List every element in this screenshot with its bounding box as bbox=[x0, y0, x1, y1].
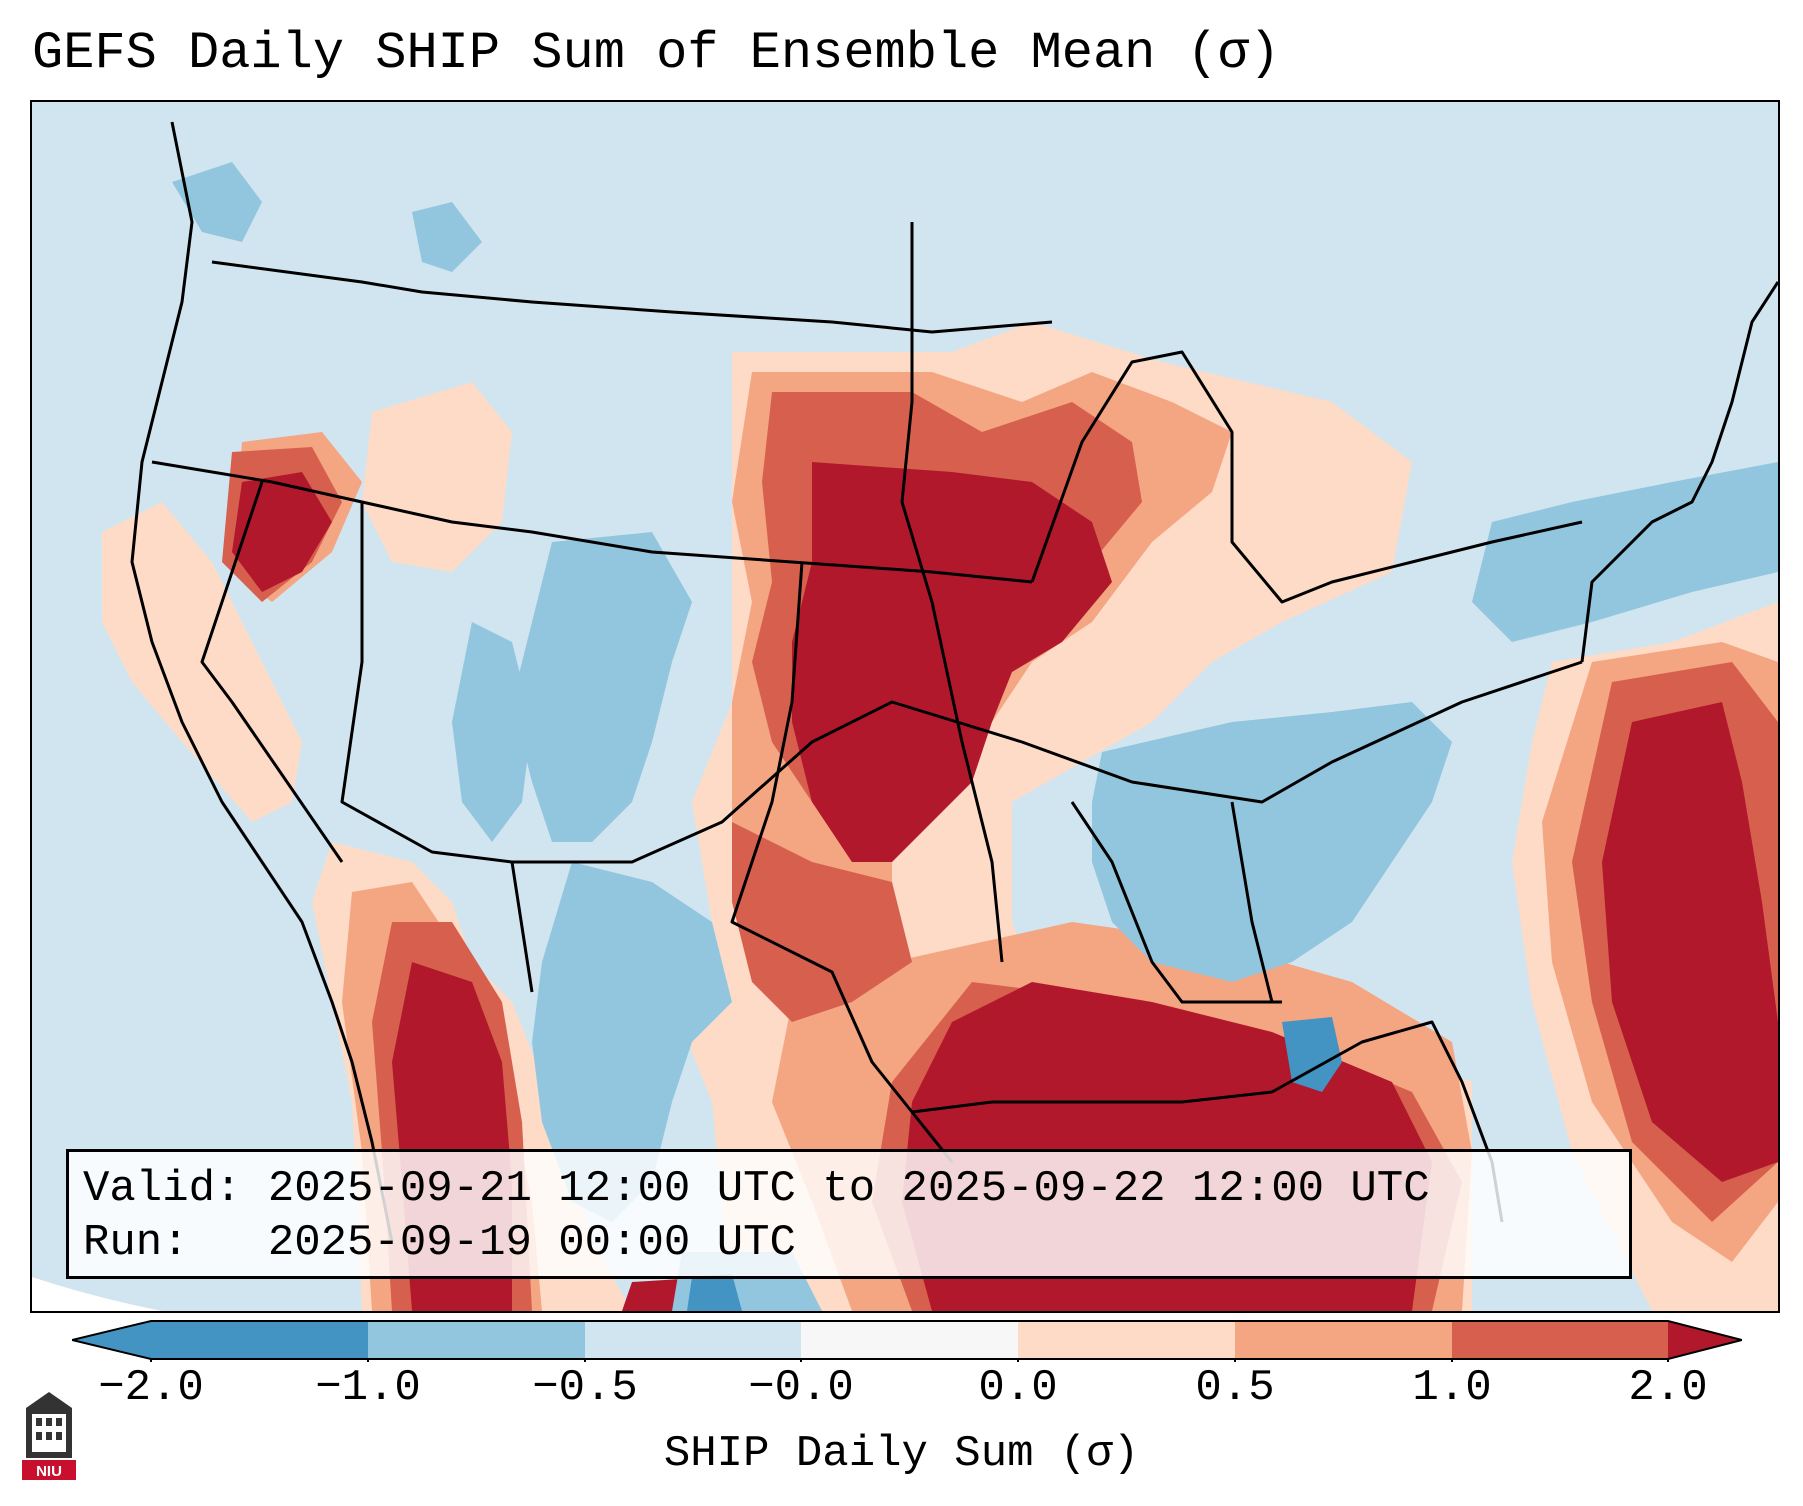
alabama-line bbox=[1230, 801, 1274, 1003]
colorbar-tick-label: −2.0 bbox=[98, 1363, 204, 1413]
map-title: GEFS Daily SHIP Sum of Ensemble Mean (σ) bbox=[32, 24, 1281, 83]
southeast-state-line bbox=[1070, 801, 1282, 1004]
valid-time-line: Valid: 2025-09-21 12:00 UTC to 2025-09-2… bbox=[83, 1164, 1430, 1214]
texas-line bbox=[730, 561, 954, 1163]
colorbar-segment bbox=[1452, 1321, 1668, 1359]
projection-edge-left bbox=[32, 1277, 162, 1311]
logo-text: NIU bbox=[36, 1463, 62, 1480]
colorbar-tick-label: −0.5 bbox=[532, 1363, 638, 1413]
west-coast-line bbox=[130, 121, 394, 1243]
colorbar-segment bbox=[1018, 1321, 1235, 1359]
nevada-line bbox=[200, 481, 344, 863]
colorbar-extend-right bbox=[1668, 1321, 1742, 1359]
map-panel bbox=[30, 100, 1780, 1313]
northern-state-line bbox=[151, 460, 1033, 584]
run-time-line: Run: 2025-09-19 00:00 UTC bbox=[83, 1218, 796, 1268]
anomaly-moderate-negative bbox=[172, 162, 1778, 1311]
southwest-state-line bbox=[340, 502, 534, 993]
niu-logo: NIU bbox=[22, 1392, 76, 1480]
colorbar-ticks bbox=[150, 1359, 1669, 1362]
colorbar-extend-left bbox=[72, 1321, 151, 1359]
colorbar-segment bbox=[1235, 1321, 1452, 1359]
east-coast-line bbox=[1580, 281, 1778, 663]
colorbar-tick-label: 2.0 bbox=[1628, 1363, 1708, 1413]
ship-map bbox=[32, 121, 1778, 1311]
colorbar-tick-label: −0.0 bbox=[748, 1363, 854, 1413]
colorbar-tick-label: −1.0 bbox=[315, 1363, 421, 1413]
great-lakes-line bbox=[1030, 350, 1583, 604]
colorbar-segment bbox=[151, 1321, 368, 1359]
colorbar-label: SHIP Daily Sum (σ) bbox=[663, 1429, 1140, 1479]
colorbar-tick-label: 1.0 bbox=[1412, 1363, 1492, 1413]
colorbar-tick-label: 0.5 bbox=[1195, 1363, 1275, 1413]
colorbar-segment bbox=[801, 1321, 1018, 1359]
colorbar bbox=[72, 1320, 1742, 1362]
central-state-line bbox=[900, 222, 1004, 963]
canada-border-line bbox=[211, 260, 1053, 334]
anomaly-strong-negative bbox=[687, 1017, 1342, 1311]
colorbar-tick-label: 0.0 bbox=[978, 1363, 1058, 1413]
boundary-lines bbox=[130, 121, 1778, 1243]
colorbar-segment bbox=[368, 1321, 585, 1359]
gulf-coast-line bbox=[911, 1020, 1504, 1223]
valid-run-info-box: Valid: 2025-09-21 12:00 UTC to 2025-09-2… bbox=[66, 1149, 1632, 1279]
southern-state-line bbox=[512, 660, 1583, 864]
colorbar-segment bbox=[585, 1321, 801, 1359]
